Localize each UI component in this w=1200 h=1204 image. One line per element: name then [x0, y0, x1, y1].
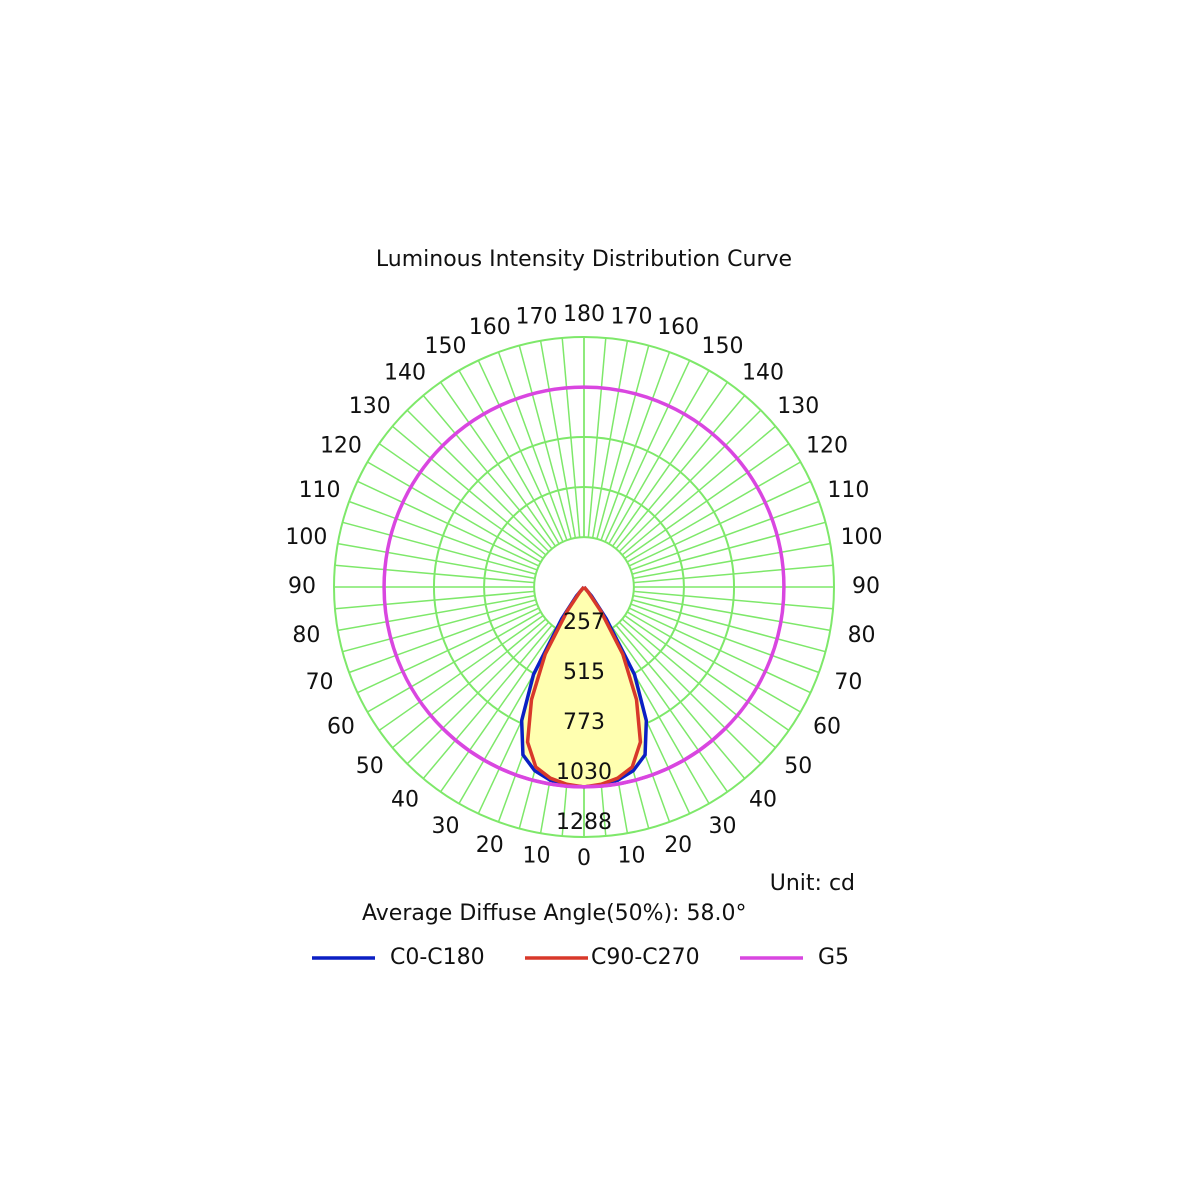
angle-tick-label: 40	[749, 787, 777, 812]
angle-tick-label: 50	[356, 754, 384, 779]
angle-tick-label: 90	[288, 574, 316, 599]
legend-label: G5	[818, 945, 849, 970]
angle-tick-label: 10	[618, 844, 646, 869]
angle-tick-label: 30	[432, 814, 460, 839]
angle-tick-label: 150	[702, 334, 744, 359]
angle-tick-label: 110	[299, 478, 341, 503]
radial-tick-label: 1288	[556, 810, 612, 835]
angle-tick-label: 70	[306, 670, 334, 695]
angle-tick-label: 130	[777, 394, 819, 419]
radial-tick-label: 773	[563, 710, 605, 735]
radial-tick-label: 1030	[556, 760, 612, 785]
series-curve	[525, 585, 586, 789]
angle-tick-label: 70	[834, 670, 862, 695]
series-curve	[582, 585, 643, 789]
angle-tick-label: 20	[476, 833, 504, 858]
angle-tick-label: 80	[292, 623, 320, 648]
angle-tick-label: 110	[827, 478, 869, 503]
radial-tick-label: 515	[563, 660, 605, 685]
angle-tick-label: 10	[522, 844, 550, 869]
angle-tick-label: 30	[709, 814, 737, 839]
angle-tick-label: 100	[285, 525, 327, 550]
angle-tick-label: 150	[425, 334, 467, 359]
unit-note: Unit: cd	[770, 871, 855, 896]
angle-tick-label: 40	[391, 787, 419, 812]
legend-label: C0-C180	[390, 945, 485, 970]
angle-tick-label: 60	[327, 714, 355, 739]
angle-tick-label: 160	[657, 315, 699, 340]
angle-tick-label: 80	[848, 623, 876, 648]
angle-tick-label: 120	[806, 434, 848, 459]
ring-grid-line	[333, 336, 835, 838]
angle-tick-label: 160	[469, 315, 511, 340]
angle-tick-label: 140	[742, 361, 784, 386]
angle-tick-label: 170	[611, 304, 653, 329]
angle-tick-label: 180	[563, 302, 605, 327]
reference-circle	[382, 385, 786, 789]
angle-tick-label: 170	[515, 304, 557, 329]
angle-tick-label: 50	[784, 754, 812, 779]
angle-tick-label: 90	[852, 574, 880, 599]
angle-tick-label: 0	[577, 846, 591, 871]
angle-tick-label: 140	[384, 361, 426, 386]
angle-tick-label: 60	[813, 714, 841, 739]
angle-tick-label: 20	[664, 833, 692, 858]
chart-title: Luminous Intensity Distribution Curve	[376, 247, 792, 272]
legend-label: C90-C270	[591, 945, 700, 970]
angle-tick-label: 130	[349, 394, 391, 419]
diffuse-angle-note: Average Diffuse Angle(50%): 58.0°	[362, 901, 747, 926]
radial-tick-label: 257	[563, 610, 605, 635]
angle-tick-label: 120	[320, 434, 362, 459]
angle-tick-label: 100	[841, 525, 883, 550]
